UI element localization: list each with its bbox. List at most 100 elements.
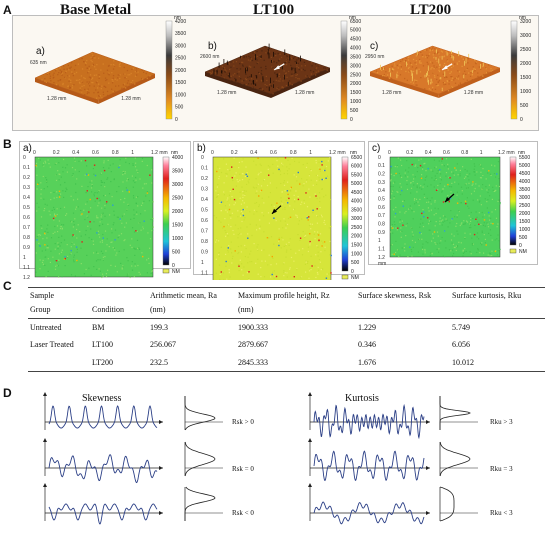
svg-text:4500: 4500 — [351, 190, 362, 196]
svg-text:2000: 2000 — [520, 61, 531, 67]
svg-text:2500: 2500 — [175, 56, 186, 62]
svg-text:0.8: 0.8 — [112, 150, 119, 156]
svg-text:nm: nm — [171, 150, 178, 156]
svg-text:2000: 2000 — [172, 209, 183, 215]
svg-text:nm: nm — [174, 15, 181, 21]
panel-a-surface-maps: 635 nm 1.28 mm 1.28 mm 2600 nm 1.28 mm 1.28 … — [30, 15, 531, 123]
svg-text:1.28 mm: 1.28 mm — [217, 90, 236, 96]
svg-text:1.2 mm: 1.2 mm — [151, 150, 168, 156]
svg-text:0.2: 0.2 — [231, 150, 238, 156]
svg-text:500: 500 — [350, 108, 359, 114]
svg-text:6500: 6500 — [350, 19, 361, 25]
rsk-positive-label: Rsk > 0 — [232, 418, 254, 426]
svg-text:4500: 4500 — [519, 171, 530, 177]
table-row-2-condition: LT100 — [92, 340, 114, 349]
svg-text:2000: 2000 — [351, 234, 362, 240]
th-rsk: Surface skewness, Rsk — [358, 291, 432, 300]
svg-text:1.1: 1.1 — [23, 265, 30, 271]
svg-text:500: 500 — [520, 103, 529, 109]
svg-text:1500: 1500 — [172, 222, 183, 228]
svg-text:3500: 3500 — [350, 54, 361, 60]
panel-b-height-maps: 0 0.2 0.4 0.6 0.8 1 1.2 mm 0 0.1 0.2 0.3 0.4 0.5 0.6 0… — [23, 150, 530, 280]
svg-text:3500: 3500 — [519, 187, 530, 193]
svg-text:3000: 3000 — [175, 43, 186, 49]
svg-text:3000: 3000 — [351, 216, 362, 222]
svg-text:1.28 mm: 1.28 mm — [382, 90, 401, 96]
svg-text:3000: 3000 — [350, 63, 361, 69]
table-row-3-rz: 2845.333 — [238, 358, 268, 367]
svg-text:0.6: 0.6 — [201, 218, 208, 224]
table-row-3-condition: LT200 — [92, 358, 114, 367]
table-top-rule — [28, 287, 545, 288]
svg-text:0.2: 0.2 — [23, 175, 30, 181]
rku-low-label: Rku < 3 — [490, 509, 513, 517]
rsk-zero-label: Rsk = 0 — [232, 465, 254, 473]
svg-text:0: 0 — [351, 269, 354, 275]
svg-text:4000: 4000 — [519, 179, 530, 185]
table-row-1-rsk: 1.229 — [358, 323, 376, 332]
svg-text:NM: NM — [519, 249, 527, 255]
svg-text:0.6: 0.6 — [270, 150, 277, 156]
svg-text:6500: 6500 — [351, 155, 362, 161]
svg-text:0: 0 — [23, 155, 26, 161]
svg-text:0.9: 0.9 — [201, 249, 208, 255]
svg-text:4000: 4000 — [172, 155, 183, 161]
skewness-title: Skewness — [82, 393, 122, 404]
svg-text:0.4: 0.4 — [378, 188, 385, 194]
svg-text:2600 nm: 2600 nm — [200, 54, 219, 60]
svg-text:0.1: 0.1 — [23, 165, 30, 171]
rku-equal-label: Rku = 3 — [490, 465, 513, 473]
svg-text:1000: 1000 — [519, 227, 530, 233]
svg-text:0.4: 0.4 — [72, 150, 79, 156]
svg-text:1000: 1000 — [172, 236, 183, 242]
svg-text:0: 0 — [378, 155, 381, 161]
svg-text:1.28 mm: 1.28 mm — [464, 90, 483, 96]
svg-text:1: 1 — [131, 150, 134, 156]
svg-text:1000: 1000 — [175, 92, 186, 98]
svg-text:635 nm: 635 nm — [30, 60, 47, 66]
svg-text:6000: 6000 — [351, 164, 362, 170]
kurtosis-title: Kurtosis — [345, 393, 379, 404]
svg-text:2500: 2500 — [519, 203, 530, 209]
th-sample-1: Sample — [30, 291, 54, 300]
svg-text:nm: nm — [349, 15, 356, 21]
svg-text:2500: 2500 — [350, 72, 361, 78]
svg-text:1.28 mm: 1.28 mm — [295, 90, 314, 96]
svg-text:1.2: 1.2 — [23, 275, 30, 280]
panel-a-title-lt100: LT100 — [253, 2, 295, 18]
th-rku: Surface kurtosis, Rku — [452, 291, 522, 300]
svg-text:0.6: 0.6 — [23, 215, 30, 221]
svg-text:5000: 5000 — [351, 181, 362, 187]
table-row-1-condition: BM — [92, 323, 105, 332]
table-row-3-ra: 232.5 — [150, 358, 168, 367]
panel-letter-d: D — [3, 386, 12, 400]
table-header-rule — [28, 318, 545, 319]
table-row-1-group: Untreated — [30, 323, 62, 332]
svg-text:0: 0 — [520, 117, 523, 123]
svg-text:0.9: 0.9 — [23, 245, 30, 251]
surface-3d-lt100: 2600 nm 1.28 mm 1.28 mm — [200, 43, 331, 98]
svg-text:0.2: 0.2 — [378, 172, 385, 178]
svg-text:1.28 mm: 1.28 mm — [121, 96, 140, 102]
table-row-1-rz: 1900.333 — [238, 323, 268, 332]
svg-text:0.3: 0.3 — [378, 180, 385, 186]
svg-text:2950 nm: 2950 nm — [365, 54, 384, 60]
svg-text:0: 0 — [33, 150, 36, 156]
th-condition: Condition — [92, 305, 125, 314]
svg-text:5500: 5500 — [351, 172, 362, 178]
svg-text:4000: 4000 — [350, 46, 361, 52]
svg-text:3200: 3200 — [520, 19, 531, 25]
svg-text:1000: 1000 — [520, 89, 531, 95]
svg-text:5500: 5500 — [519, 155, 530, 161]
panel-b-sublabel-a: a) — [23, 143, 32, 154]
svg-text:4000: 4000 — [351, 199, 362, 205]
svg-text:0.8: 0.8 — [461, 150, 468, 156]
svg-text:1500: 1500 — [519, 219, 530, 225]
svg-text:1.2 mm: 1.2 mm — [498, 150, 515, 156]
svg-text:nm: nm — [519, 15, 526, 21]
svg-text:0.4: 0.4 — [425, 150, 432, 156]
svg-text:0: 0 — [175, 117, 178, 123]
svg-text:0: 0 — [172, 263, 175, 269]
svg-text:1.2: 1.2 — [378, 255, 385, 261]
svg-text:0.8: 0.8 — [201, 239, 208, 245]
